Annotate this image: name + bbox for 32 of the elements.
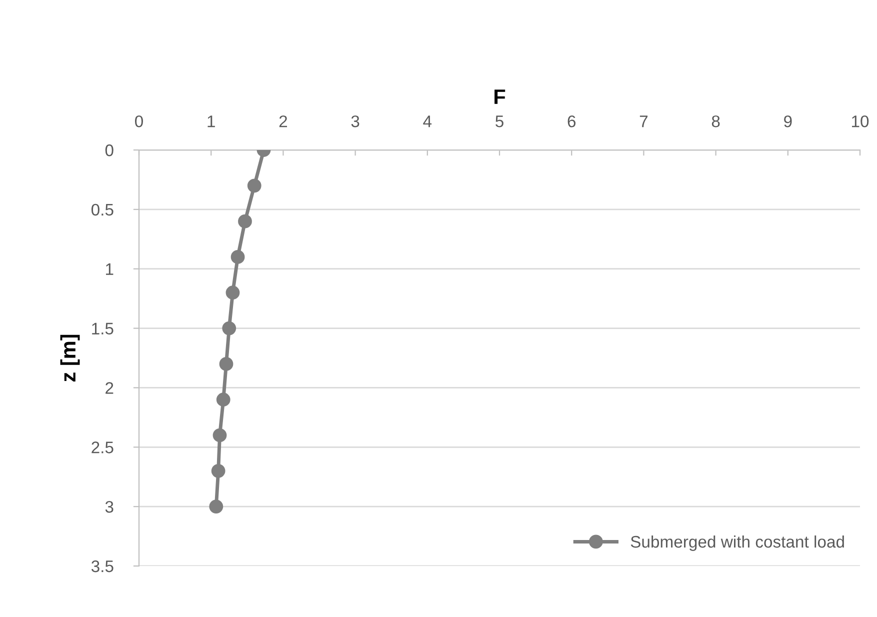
x-tick-label: 3 <box>351 115 360 128</box>
x-tick-label: 10 <box>852 115 869 128</box>
x-axis-title: F <box>494 90 506 104</box>
legend-label: Submerged with costant load <box>630 535 844 551</box>
y-tick-label: 1.5 <box>92 322 114 334</box>
x-tick-label: 1 <box>208 116 215 128</box>
y-tick-label: 3.5 <box>91 560 114 572</box>
point <box>209 500 224 514</box>
point <box>247 178 262 193</box>
x-tick-label: 7 <box>640 116 648 128</box>
y-tick-label: 1 <box>106 263 114 275</box>
point <box>230 250 245 264</box>
x-tick-label: 4 <box>423 116 432 128</box>
point <box>222 321 236 336</box>
x-tick-label: 2 <box>279 115 287 128</box>
y-tick-label: 2.5 <box>92 442 114 454</box>
y-tick-label: 0.5 <box>91 204 114 216</box>
point <box>238 214 252 228</box>
point <box>216 392 230 407</box>
y-tick-label: 3 <box>105 500 114 513</box>
y-axis-title: z [m] <box>60 334 80 382</box>
point <box>219 357 234 371</box>
y-tick-label: 2 <box>106 382 114 394</box>
x-tick-label: 0 <box>135 115 143 128</box>
point <box>212 428 227 442</box>
x-tick-label: 8 <box>712 115 720 128</box>
point <box>211 464 226 478</box>
x-tick-label: 5 <box>496 116 504 128</box>
x-tick-label: 9 <box>784 115 792 128</box>
point <box>226 286 240 300</box>
x-tick-label: 6 <box>568 115 576 128</box>
y-tick-label: 0 <box>105 144 114 156</box>
